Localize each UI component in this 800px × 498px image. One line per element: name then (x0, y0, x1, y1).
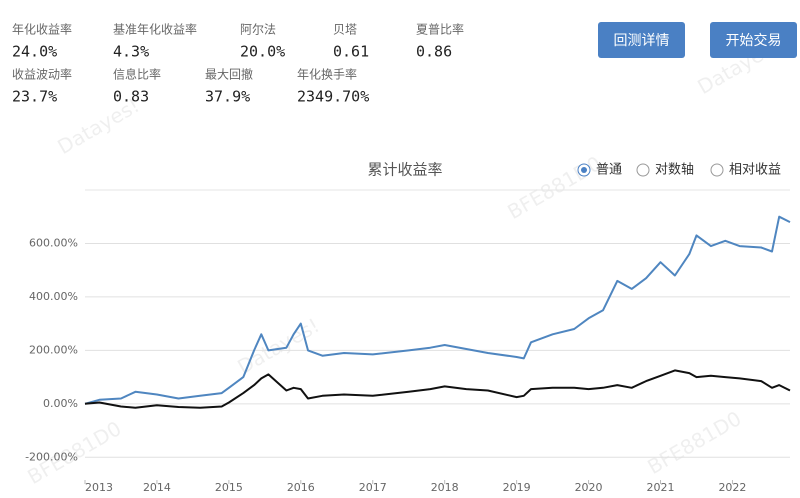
radio-label[interactable]: 对数轴 (655, 163, 694, 178)
x-tick-label: 2020 (575, 481, 603, 494)
button-label[interactable]: 开始交易 (726, 32, 782, 49)
metric-value: 24.0% (12, 43, 57, 61)
series-line (84, 369, 791, 409)
x-tick-label: 2018 (431, 481, 459, 494)
x-tick-label: 2019 (503, 481, 531, 494)
metric-label: 年化换手率 (297, 67, 357, 82)
metric-value: 37.9% (205, 88, 250, 106)
metric-label: 基准年化收益率 (113, 22, 197, 37)
metric-label: 阿尔法 (240, 22, 276, 37)
y-tick-label: -200.00% (25, 450, 78, 463)
chart-title: 累计收益率 (367, 161, 442, 179)
radio[interactable] (636, 163, 650, 177)
metric-value: 0.86 (416, 43, 452, 61)
x-tick-label: 2021 (647, 481, 675, 494)
metric-label: 贝塔 (333, 23, 357, 37)
button-label[interactable]: 回测详情 (614, 33, 670, 49)
button[interactable] (598, 22, 685, 58)
metric-value: 0.61 (333, 43, 369, 61)
x-tick-label: 2015 (215, 481, 243, 494)
metric-value: 4.3% (113, 43, 149, 61)
x-tick-label: 2016 (287, 481, 315, 494)
x-tick-label: 2014 (143, 481, 171, 494)
y-tick-label: 0.00% (43, 397, 78, 410)
metric-label: 收益波动率 (12, 67, 72, 82)
metric-label: 年化收益率 (12, 22, 72, 37)
series-line (84, 215, 791, 405)
radio-label[interactable]: 相对收益 (729, 163, 781, 178)
x-tick-label: 2022 (718, 481, 746, 494)
y-tick-label: 400.00% (29, 290, 78, 303)
button[interactable] (710, 22, 797, 58)
metric-value: 23.7% (12, 88, 57, 106)
metric-label: 信息比率 (113, 67, 161, 82)
x-tick-label: 2013 (85, 481, 113, 494)
radio[interactable] (710, 163, 724, 177)
metric-label: 最大回撤 (205, 67, 253, 82)
metric-value: 2349.70% (297, 88, 369, 106)
radio-label[interactable]: 普通 (596, 163, 622, 178)
metric-label: 夏普比率 (416, 22, 464, 37)
y-tick-label: 200.00% (29, 343, 78, 356)
radio-dot[interactable] (581, 167, 587, 173)
metric-value: 0.83 (113, 88, 149, 106)
x-tick-label: 2017 (359, 481, 387, 494)
metric-value: 20.0% (240, 43, 285, 61)
y-tick-label: 600.00% (29, 236, 78, 249)
